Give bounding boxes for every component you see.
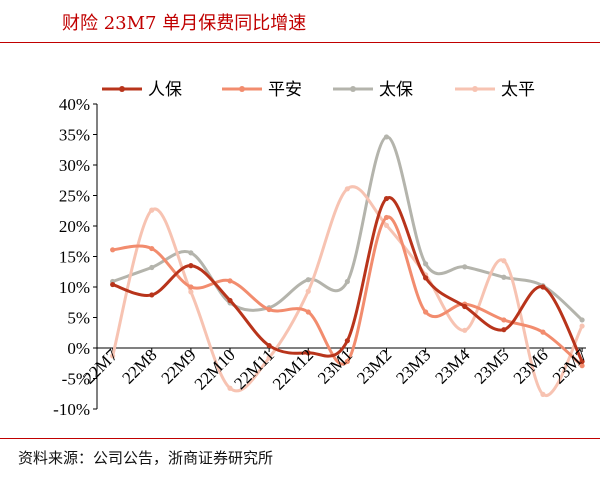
- y-tick-label: -5%: [62, 370, 90, 389]
- line-chart: -10% -5% 0% 5% 10% 15% 20% 25% 30% 35% 40% 22M722M…: [53, 80, 591, 419]
- y-tick-labels: -10% -5% 0% 5% 10% 15% 20% 25% 30% 35% 40%: [53, 95, 90, 419]
- data-point: [305, 309, 311, 315]
- data-point: [501, 327, 507, 333]
- data-point: [344, 278, 350, 285]
- x-tick-label: 23M6: [510, 345, 552, 387]
- y-tick-label: 30%: [59, 156, 90, 175]
- y-tick-label: 25%: [59, 187, 90, 206]
- data-point: [579, 317, 585, 323]
- data-point: [188, 250, 194, 256]
- data-point: [383, 214, 390, 221]
- x-tick-label: 23M5: [471, 345, 513, 387]
- data-point: [423, 275, 429, 281]
- series-lines: [110, 134, 585, 397]
- data-point: [540, 284, 546, 290]
- data-point: [149, 264, 155, 271]
- data-point: [266, 355, 272, 361]
- data-point: [501, 274, 507, 280]
- chart-title: 财险 23M7 单月保费同比增速: [62, 13, 307, 34]
- data-point: [344, 338, 350, 344]
- x-tick-label: 22M11: [230, 345, 278, 393]
- data-point: [305, 277, 311, 283]
- data-point: [383, 195, 390, 202]
- data-point: [540, 329, 546, 335]
- data-point: [462, 264, 468, 270]
- x-tick-label: 23M3: [392, 345, 434, 387]
- legend-marker: [119, 86, 125, 92]
- data-point: [305, 350, 311, 356]
- x-tick-label: 22M8: [118, 345, 160, 387]
- title-rule: [0, 42, 600, 43]
- legend-label: 太保: [379, 80, 413, 100]
- data-point: [149, 245, 155, 252]
- data-point: [149, 292, 155, 298]
- legend-label: 太平: [501, 80, 535, 100]
- data-point: [227, 297, 233, 304]
- data-point: [266, 306, 272, 313]
- y-tick-label: 10%: [59, 278, 90, 297]
- y-tick-label: 40%: [59, 95, 90, 114]
- data-point: [188, 263, 194, 269]
- data-point: [344, 186, 350, 192]
- legend-marker: [472, 86, 478, 92]
- y-tick-label: -10%: [53, 400, 90, 419]
- data-point: [540, 391, 546, 397]
- x-tick-labels: 22M722M822M922M1022M1122M1223M123M223M32…: [79, 345, 591, 394]
- source-rule: [0, 438, 600, 439]
- data-point: [383, 134, 390, 140]
- data-point: [266, 342, 272, 349]
- series-line: [111, 185, 584, 397]
- data-point: [501, 317, 507, 323]
- data-point: [501, 258, 507, 264]
- source-note: 资料来源：公司公告，浙商证券研究所: [18, 449, 274, 467]
- data-point: [344, 358, 350, 365]
- data-point: [383, 222, 390, 228]
- data-point: [188, 289, 194, 295]
- y-tick-label: 20%: [59, 217, 90, 236]
- data-point: [149, 207, 155, 213]
- data-point: [462, 303, 468, 310]
- legend-label: 人保: [148, 80, 182, 100]
- x-tick-label: 23M7: [549, 345, 592, 388]
- x-tick-label: 23M4: [431, 345, 474, 388]
- data-point: [188, 284, 194, 290]
- legend-label: 平安: [268, 80, 302, 100]
- data-point: [423, 309, 429, 315]
- y-tick-label: 0%: [67, 339, 90, 358]
- series-line: [111, 135, 584, 322]
- legend-marker: [350, 86, 356, 92]
- data-point: [227, 385, 233, 391]
- y-tick-label: 5%: [67, 309, 90, 328]
- data-point: [110, 281, 116, 288]
- series-line: [111, 215, 584, 368]
- data-point: [579, 363, 585, 369]
- x-tick-label: 23M2: [353, 345, 395, 387]
- legend-marker: [239, 86, 245, 92]
- data-point: [305, 288, 311, 294]
- y-tick-label: 35%: [59, 126, 90, 145]
- y-tick-label: 15%: [59, 248, 90, 267]
- x-tick-label: 23M1: [314, 345, 356, 387]
- data-point: [462, 327, 468, 333]
- data-point: [579, 358, 585, 365]
- data-point: [227, 278, 233, 284]
- data-point: [579, 323, 585, 329]
- data-point: [110, 247, 116, 253]
- legend: 人保 平安 太保 太平: [102, 80, 535, 100]
- data-point: [423, 261, 429, 267]
- data-point: [110, 353, 116, 359]
